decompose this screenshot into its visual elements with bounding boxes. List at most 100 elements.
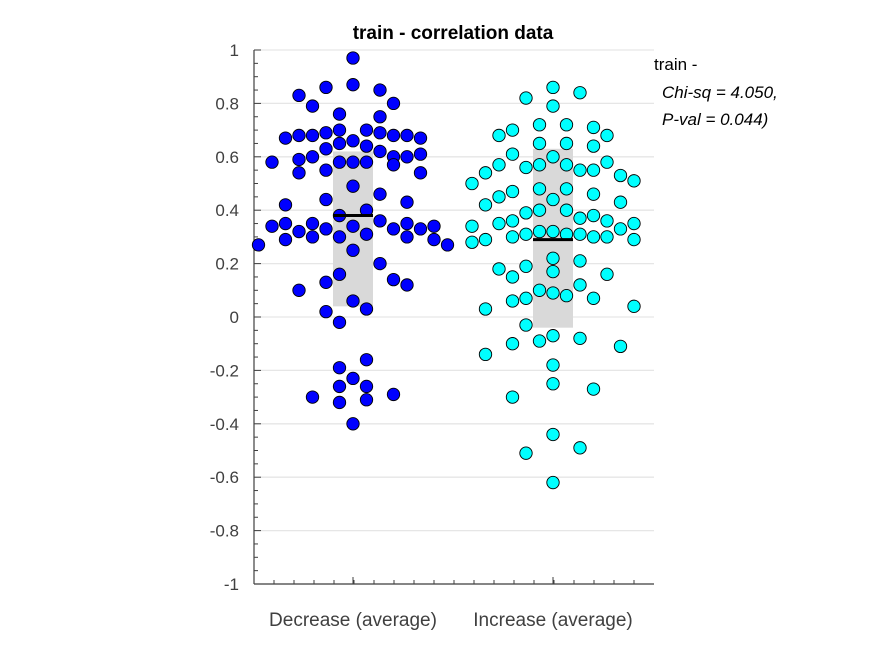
data-point bbox=[346, 219, 360, 233]
y-tick-label: -0.8 bbox=[210, 522, 239, 541]
y-tick-label: -0.2 bbox=[210, 361, 239, 380]
data-point bbox=[492, 216, 506, 231]
data-point bbox=[586, 139, 601, 153]
data-point bbox=[519, 446, 533, 460]
data-point bbox=[532, 283, 547, 297]
y-tick-label: 1 bbox=[230, 41, 239, 60]
data-point bbox=[627, 232, 641, 247]
data-point bbox=[586, 291, 601, 305]
data-point bbox=[465, 176, 479, 191]
data-point bbox=[613, 339, 628, 354]
data-point bbox=[440, 238, 455, 252]
chart-title: train - correlation data bbox=[353, 23, 554, 44]
data-point bbox=[600, 214, 614, 228]
data-point bbox=[600, 267, 614, 281]
data-point bbox=[559, 118, 574, 132]
data-point bbox=[573, 254, 587, 268]
data-point bbox=[400, 230, 414, 244]
y-tick-label: -0.4 bbox=[210, 415, 239, 434]
data-point bbox=[532, 158, 547, 172]
data-point bbox=[373, 126, 387, 140]
x-category-label: Increase (average) bbox=[473, 610, 632, 631]
data-point bbox=[573, 86, 587, 100]
data-point bbox=[505, 123, 520, 137]
data-point bbox=[478, 232, 493, 247]
data-point bbox=[600, 128, 614, 143]
data-point bbox=[546, 192, 560, 207]
data-point bbox=[359, 155, 374, 169]
data-point bbox=[319, 192, 333, 207]
data-point bbox=[519, 227, 533, 241]
data-point bbox=[346, 134, 360, 148]
y-tick-label: 0.6 bbox=[215, 148, 239, 167]
data-point bbox=[613, 222, 628, 236]
data-point bbox=[305, 99, 320, 113]
data-point bbox=[546, 99, 560, 113]
data-point bbox=[373, 144, 387, 159]
data-point bbox=[532, 224, 547, 239]
data-point bbox=[386, 96, 401, 111]
data-points bbox=[251, 51, 641, 490]
data-point bbox=[346, 243, 360, 257]
data-point bbox=[305, 216, 320, 231]
data-point bbox=[292, 152, 306, 167]
data-point bbox=[332, 379, 347, 394]
data-point bbox=[613, 195, 628, 209]
data-point bbox=[600, 155, 614, 169]
data-point bbox=[519, 259, 533, 273]
data-point bbox=[546, 427, 560, 442]
data-point bbox=[532, 136, 547, 151]
data-point bbox=[400, 128, 414, 143]
data-point bbox=[573, 163, 587, 177]
data-point bbox=[332, 361, 347, 375]
data-point bbox=[346, 155, 360, 169]
data-point bbox=[465, 219, 479, 233]
data-point bbox=[278, 198, 293, 212]
data-point bbox=[519, 91, 533, 105]
data-point bbox=[559, 158, 574, 172]
mean-markers bbox=[333, 214, 573, 242]
data-point bbox=[332, 136, 347, 151]
data-point bbox=[319, 126, 333, 140]
data-point bbox=[400, 150, 414, 164]
annotation-line-1: train - bbox=[654, 55, 697, 74]
data-point bbox=[413, 166, 428, 180]
data-point bbox=[400, 216, 414, 231]
data-point bbox=[400, 195, 414, 209]
data-point bbox=[546, 358, 560, 372]
data-point bbox=[265, 219, 279, 233]
data-point bbox=[586, 208, 601, 223]
data-point bbox=[332, 315, 347, 329]
data-point bbox=[346, 294, 360, 308]
data-point bbox=[319, 163, 333, 177]
data-point bbox=[492, 262, 506, 276]
data-point bbox=[278, 216, 293, 231]
data-point bbox=[373, 83, 387, 97]
data-point bbox=[332, 123, 347, 137]
data-point bbox=[519, 318, 533, 332]
data-point bbox=[413, 222, 428, 236]
data-point bbox=[546, 264, 560, 279]
data-point bbox=[292, 283, 306, 297]
data-point bbox=[305, 150, 320, 164]
data-point bbox=[400, 278, 414, 292]
data-point bbox=[573, 331, 587, 346]
data-point bbox=[332, 395, 347, 410]
data-point bbox=[265, 155, 279, 169]
data-point bbox=[519, 291, 533, 305]
data-point bbox=[359, 139, 374, 153]
annotation-line-3: P-val = 0.044) bbox=[662, 110, 768, 129]
data-point bbox=[305, 128, 320, 143]
data-point bbox=[478, 347, 493, 362]
data-point bbox=[386, 222, 401, 236]
data-point bbox=[373, 256, 387, 271]
data-point bbox=[346, 78, 360, 92]
data-point bbox=[532, 334, 547, 348]
data-point bbox=[586, 163, 601, 177]
data-point bbox=[386, 128, 401, 143]
data-point bbox=[586, 382, 601, 396]
data-point bbox=[613, 168, 628, 183]
data-point bbox=[346, 51, 360, 65]
data-point bbox=[359, 227, 374, 241]
